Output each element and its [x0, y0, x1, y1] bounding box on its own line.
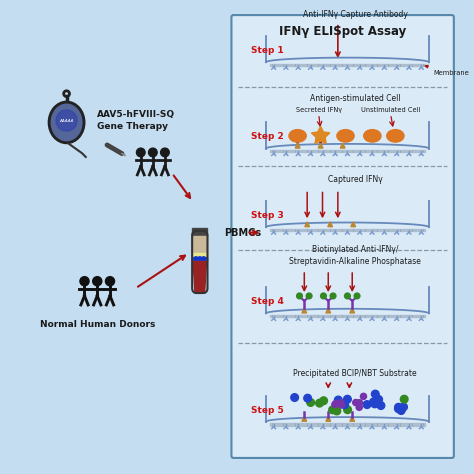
- Polygon shape: [326, 417, 331, 421]
- Circle shape: [148, 148, 157, 157]
- Circle shape: [335, 396, 342, 404]
- Ellipse shape: [289, 129, 306, 142]
- Polygon shape: [302, 308, 307, 313]
- Polygon shape: [193, 262, 207, 293]
- Circle shape: [56, 110, 77, 131]
- Circle shape: [354, 293, 360, 299]
- Text: Secreted IFNγ: Secreted IFNγ: [296, 107, 342, 113]
- Ellipse shape: [364, 129, 381, 142]
- Text: Step 3: Step 3: [251, 211, 283, 220]
- Circle shape: [320, 397, 328, 405]
- Circle shape: [401, 395, 408, 403]
- Polygon shape: [350, 308, 355, 313]
- Ellipse shape: [48, 101, 85, 144]
- Ellipse shape: [387, 129, 404, 142]
- Polygon shape: [340, 143, 345, 148]
- Circle shape: [333, 407, 341, 415]
- Circle shape: [80, 277, 89, 286]
- Bar: [270, 423, 425, 426]
- Polygon shape: [318, 143, 323, 148]
- Text: Step 5: Step 5: [251, 405, 283, 414]
- Circle shape: [360, 393, 366, 400]
- Text: PBMCs: PBMCs: [224, 228, 261, 237]
- Circle shape: [394, 405, 402, 412]
- Text: Step 2: Step 2: [251, 132, 283, 141]
- Circle shape: [344, 406, 351, 413]
- Text: Biotinylated Anti-IFNγ/
Streptavidin-Alkaline Phosphatase: Biotinylated Anti-IFNγ/ Streptavidin-Alk…: [289, 246, 421, 266]
- Text: Antigen-stimulated Cell: Antigen-stimulated Cell: [310, 94, 401, 103]
- Polygon shape: [295, 143, 300, 148]
- Circle shape: [375, 396, 383, 403]
- Circle shape: [400, 403, 407, 411]
- Circle shape: [291, 394, 299, 401]
- Bar: [193, 256, 207, 262]
- Ellipse shape: [337, 129, 354, 142]
- Circle shape: [363, 401, 371, 409]
- Text: Unstimulated Cell: Unstimulated Cell: [361, 107, 420, 113]
- Circle shape: [341, 401, 348, 409]
- Polygon shape: [311, 126, 330, 144]
- Circle shape: [344, 395, 351, 403]
- Text: Step 4: Step 4: [251, 297, 283, 306]
- Text: IFNγ ELISpot Assay: IFNγ ELISpot Assay: [279, 25, 406, 37]
- Circle shape: [202, 257, 205, 260]
- Polygon shape: [305, 222, 310, 227]
- Circle shape: [397, 407, 405, 414]
- Circle shape: [137, 148, 145, 157]
- Circle shape: [320, 293, 326, 299]
- Bar: [270, 64, 425, 66]
- Circle shape: [304, 394, 311, 402]
- Text: Precipitated BCIP/NBT Substrate: Precipitated BCIP/NBT Substrate: [293, 369, 417, 378]
- Circle shape: [194, 257, 198, 260]
- Bar: [270, 150, 425, 152]
- Polygon shape: [326, 308, 331, 313]
- Circle shape: [306, 293, 312, 299]
- Circle shape: [356, 404, 362, 410]
- Circle shape: [198, 257, 201, 260]
- Text: Normal Human Donors: Normal Human Donors: [39, 320, 155, 329]
- Polygon shape: [350, 417, 355, 421]
- Circle shape: [371, 400, 379, 408]
- Circle shape: [395, 403, 402, 411]
- Circle shape: [353, 400, 359, 406]
- Circle shape: [307, 399, 314, 406]
- Circle shape: [332, 401, 338, 408]
- Circle shape: [345, 293, 350, 299]
- Circle shape: [297, 293, 302, 299]
- Polygon shape: [328, 222, 333, 227]
- Circle shape: [161, 148, 169, 157]
- Circle shape: [338, 400, 344, 406]
- Polygon shape: [302, 417, 307, 421]
- Circle shape: [93, 277, 102, 286]
- Text: Step 1: Step 1: [251, 46, 283, 55]
- Bar: [193, 236, 207, 253]
- Text: AAAAA: AAAAA: [59, 118, 74, 122]
- Bar: [270, 228, 425, 231]
- Text: Membrane: Membrane: [425, 65, 469, 75]
- Circle shape: [370, 398, 377, 406]
- Polygon shape: [351, 222, 356, 227]
- Circle shape: [356, 400, 363, 406]
- Text: Captured IFNγ: Captured IFNγ: [328, 175, 383, 184]
- Bar: [193, 253, 207, 256]
- Circle shape: [377, 401, 385, 410]
- Text: AAV5-hFVIII-SQ
Gene Therapy: AAV5-hFVIII-SQ Gene Therapy: [97, 110, 175, 131]
- Circle shape: [105, 277, 115, 286]
- Circle shape: [333, 401, 339, 407]
- Circle shape: [372, 390, 379, 398]
- Circle shape: [338, 402, 345, 408]
- Bar: [192, 228, 208, 236]
- Bar: [270, 315, 425, 317]
- Text: Anti-IFNγ Capture Antibody: Anti-IFNγ Capture Antibody: [303, 10, 408, 19]
- Circle shape: [329, 406, 337, 414]
- Circle shape: [330, 293, 336, 299]
- Circle shape: [316, 399, 323, 407]
- FancyBboxPatch shape: [231, 15, 454, 458]
- Ellipse shape: [51, 104, 82, 141]
